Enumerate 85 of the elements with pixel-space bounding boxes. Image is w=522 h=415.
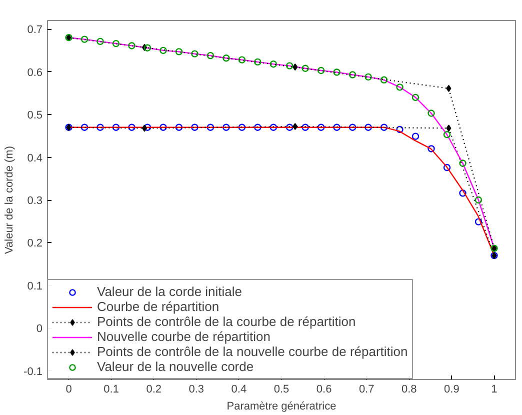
point bbox=[443, 164, 451, 172]
point bbox=[96, 124, 104, 131]
y-tick-label: 0.3 bbox=[27, 195, 43, 207]
x-tick-label: 0.1 bbox=[104, 384, 119, 396]
point bbox=[396, 84, 404, 91]
y-tick-label: 0.7 bbox=[27, 24, 43, 36]
point bbox=[254, 58, 262, 66]
point bbox=[412, 94, 420, 102]
x-tick-label: 0.7 bbox=[358, 384, 374, 396]
point bbox=[317, 66, 325, 74]
x-tick-label: 0.5 bbox=[274, 384, 290, 396]
point bbox=[160, 46, 167, 54]
x-tick-label: 0.4 bbox=[231, 384, 247, 396]
point bbox=[348, 71, 356, 78]
y-tick-label: 0.2 bbox=[27, 238, 43, 250]
x-axis-title: Paramètre génératrice bbox=[226, 400, 336, 412]
point bbox=[428, 145, 435, 152]
point bbox=[428, 110, 435, 117]
point bbox=[112, 124, 120, 131]
point bbox=[206, 124, 214, 131]
point bbox=[128, 42, 136, 50]
point bbox=[191, 124, 198, 131]
point bbox=[112, 40, 120, 48]
point bbox=[474, 196, 482, 204]
point bbox=[333, 68, 340, 76]
point bbox=[96, 38, 104, 46]
point bbox=[144, 124, 152, 131]
point bbox=[142, 124, 148, 132]
point bbox=[80, 124, 88, 131]
point bbox=[238, 124, 246, 131]
point bbox=[206, 52, 214, 60]
point bbox=[364, 124, 372, 131]
y-tick-label: 0.6 bbox=[27, 66, 43, 79]
point bbox=[128, 124, 136, 131]
point bbox=[446, 124, 452, 132]
point bbox=[348, 124, 356, 131]
point bbox=[474, 218, 482, 226]
y-tick-label: 0 bbox=[36, 323, 43, 336]
y-tick-label: 0.1 bbox=[27, 280, 43, 292]
point bbox=[80, 36, 88, 43]
point bbox=[302, 64, 309, 72]
point bbox=[222, 124, 230, 131]
point bbox=[292, 64, 298, 71]
point bbox=[270, 124, 278, 131]
point bbox=[459, 160, 466, 167]
x-tick-label: 0.8 bbox=[401, 384, 417, 396]
point bbox=[459, 190, 466, 197]
x-tick-label: 0 bbox=[66, 384, 72, 396]
point bbox=[446, 84, 452, 92]
point bbox=[364, 73, 372, 81]
point bbox=[412, 132, 420, 140]
point bbox=[286, 124, 294, 131]
legend-label: Nouvelle courbe de répartition bbox=[97, 329, 270, 344]
point bbox=[396, 126, 404, 134]
y-axis-title: Valeur de la corde (m) bbox=[4, 146, 16, 254]
x-tick-label: 0.6 bbox=[316, 384, 332, 396]
legend-label: Courbe de répartition bbox=[97, 299, 220, 314]
x-tick-label: 0.9 bbox=[444, 384, 460, 396]
y-tick-label: 0.5 bbox=[27, 110, 43, 122]
point bbox=[270, 60, 278, 68]
point bbox=[333, 124, 340, 131]
point bbox=[317, 124, 325, 131]
point bbox=[380, 76, 388, 84]
point bbox=[302, 124, 309, 131]
point bbox=[175, 124, 183, 131]
legend-label: Points de contrôle de la nouvelle courbe de répartition bbox=[97, 344, 408, 359]
point bbox=[292, 122, 298, 130]
legend-label: Valeur de la corde initiale bbox=[97, 284, 242, 299]
x-tick-label: 0.2 bbox=[146, 384, 162, 396]
point bbox=[144, 44, 152, 52]
point bbox=[238, 56, 246, 64]
point bbox=[191, 50, 198, 58]
point bbox=[222, 54, 230, 62]
point bbox=[254, 124, 262, 131]
x-tick-label: 0.3 bbox=[188, 384, 204, 396]
legend-label: Valeur de la nouvelle corde bbox=[97, 359, 254, 374]
y-tick-label: 0.4 bbox=[27, 152, 43, 164]
x-tick-label: 1 bbox=[491, 384, 498, 396]
point bbox=[160, 124, 167, 131]
point bbox=[286, 62, 294, 70]
legend-label: Points de contrôle de la courbe de répartition bbox=[97, 314, 356, 329]
y-tick-label: -0.1 bbox=[24, 366, 43, 378]
point bbox=[175, 48, 183, 56]
point bbox=[380, 124, 388, 131]
point bbox=[443, 131, 451, 138]
